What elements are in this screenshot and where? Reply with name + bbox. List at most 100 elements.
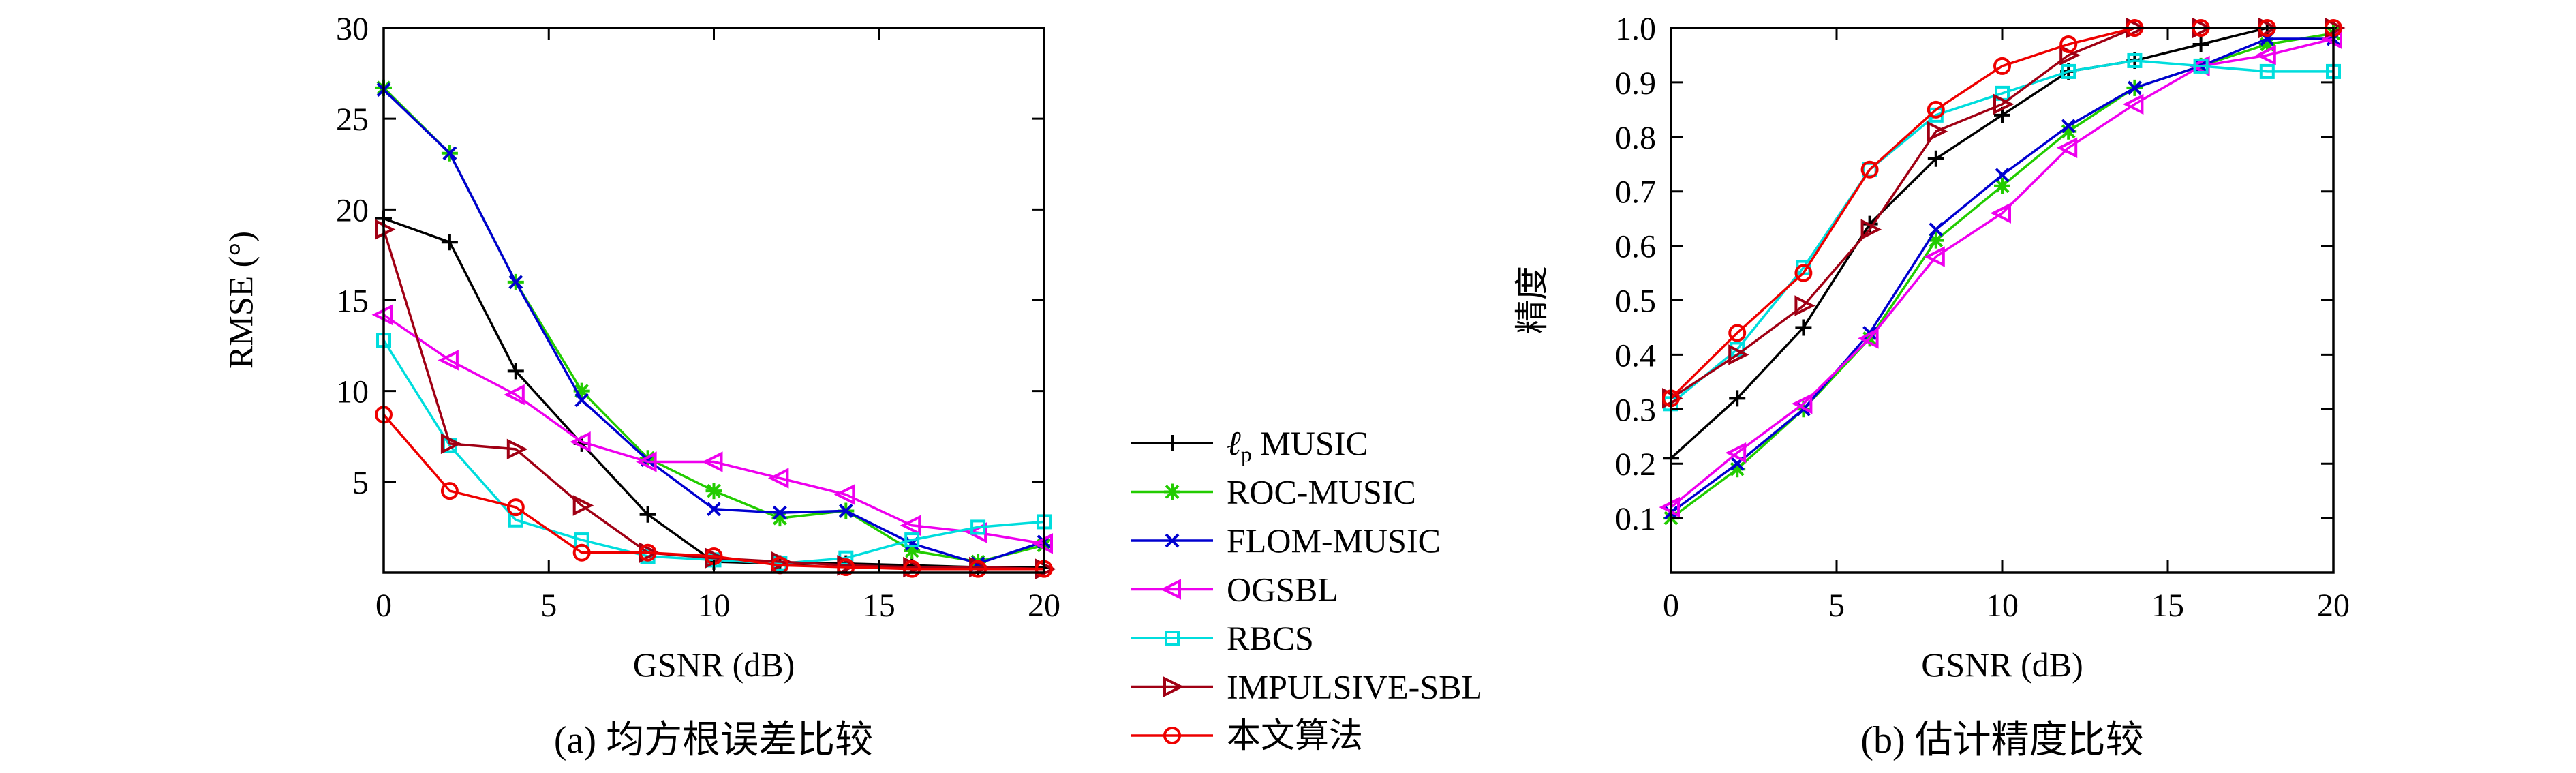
figure-caption: (b) 估计精度比较 (1860, 719, 2143, 761)
data-point-lp_music-8 (2192, 35, 2209, 52)
data-point-roc_music-8 (904, 543, 921, 560)
x-tick-label: 10 (698, 588, 731, 624)
data-point-impulsive_sbl-2 (506, 438, 528, 460)
y-tick-label: 30 (336, 11, 369, 47)
x-tick-label: 15 (2151, 588, 2184, 624)
data-point-roc_music-5 (1994, 177, 2010, 194)
data-point-rbcs-6 (2061, 63, 2076, 79)
data-point-flom_music-6 (772, 505, 787, 520)
data-point-flom_music-3 (574, 393, 589, 408)
data-point-roc_music-6 (771, 510, 788, 527)
y-tick-label: 10 (336, 374, 369, 410)
series-line-ogsbl (383, 314, 1045, 545)
data-point-ogsbl-1 (1725, 442, 1747, 464)
x-axis-label: GSNR (dB) (1921, 646, 2083, 684)
x-tick-label: 20 (1028, 588, 1060, 624)
data-point-roc_music-1 (1729, 461, 1746, 478)
data-point-proposed-6 (2059, 35, 2078, 53)
y-tick-label: 25 (336, 102, 369, 138)
x-tick-label: 0 (1663, 588, 1679, 624)
series-line-rbcs (1670, 59, 2333, 405)
y-tick-label: 5 (352, 465, 369, 501)
series-line-ogsbl (1670, 37, 2334, 509)
data-point-ogsbl-2 (1791, 393, 1813, 414)
data-point-ogsbl-7 (833, 484, 855, 505)
data-point-proposed-2 (1794, 264, 1813, 282)
legend: ℓp MUSIC ROC-MUSIC FLOM-MUSIC OGSBL RBCS IMPU… (1131, 424, 1482, 755)
y-tick-label: 0.7 (1615, 175, 1656, 211)
data-point-rbcs-9 (2259, 63, 2275, 79)
legend-marker-impulsive_sbl (1163, 676, 1184, 697)
data-point-rbcs-7 (2127, 52, 2143, 68)
data-point-flom_music-4 (1929, 222, 1944, 237)
data-point-rbcs-9 (970, 519, 986, 535)
data-point-impulsive_sbl-3 (572, 495, 594, 516)
data-point-flom_music-7 (838, 504, 853, 518)
data-point-ogsbl-4 (1924, 246, 1945, 267)
x-tick-label: 5 (1828, 588, 1845, 624)
y-axis-label: RMSE (°) (221, 231, 260, 369)
data-point-impulsive_sbl-2 (1794, 295, 1815, 316)
data-point-ogsbl-1 (438, 350, 459, 371)
data-point-lp_music-2 (1795, 319, 1812, 336)
x-axis-label: GSNR (dB) (633, 646, 795, 684)
legend-marker-flom_music (1165, 533, 1180, 548)
y-tick-label: 0.5 (1615, 284, 1656, 320)
y-tick-label: 0.3 (1615, 392, 1656, 428)
data-point-ogsbl-3 (1858, 328, 1879, 349)
data-point-flom_music-5 (707, 502, 721, 517)
legend-marker-roc_music (1164, 483, 1180, 500)
data-point-rbcs-8 (2193, 58, 2209, 74)
data-point-ogsbl-2 (504, 384, 525, 406)
x-tick-label: 5 (540, 588, 557, 624)
y-tick-label: 0.8 (1615, 120, 1656, 156)
legend-ell-symbol: ℓ (1227, 424, 1241, 462)
data-point-proposed-1 (440, 482, 459, 500)
legend-label-flom-music: FLOM-MUSIC (1227, 521, 1441, 560)
data-point-proposed-7 (837, 558, 855, 577)
legend-marker-ogsbl (1160, 579, 1181, 600)
data-point-roc_music-6 (2060, 123, 2077, 140)
data-point-flom_music-2 (508, 275, 523, 290)
data-point-ogsbl-7 (2122, 93, 2144, 115)
chart-rmse: 0 5 10 15 20 5 10 15 20 25 30 GSNR (dB) RMSE (°) (a) … (221, 11, 1060, 761)
data-point-flom_music-5 (1995, 168, 2010, 183)
y-axis-label: 精度 (1513, 266, 1551, 334)
data-point-flom_music-6 (2061, 119, 2076, 134)
data-point-proposed-8 (903, 560, 921, 578)
data-point-ogsbl-8 (900, 515, 921, 536)
data-point-lp_music-2 (507, 363, 524, 380)
legend-marker-lp_music (1164, 435, 1180, 451)
legend-music-text: MUSIC (1252, 424, 1368, 462)
data-point-proposed-3 (1860, 160, 1879, 179)
x-tick-label: 20 (2317, 588, 2350, 624)
y-tick-label: 0.6 (1615, 229, 1656, 265)
legend-marker-proposed (1163, 727, 1181, 744)
y-tick-label: 15 (336, 284, 369, 320)
legend-label-proposed: 本文算法 (1227, 716, 1363, 755)
data-point-roc_music-9 (2258, 35, 2275, 52)
data-point-ogsbl-5 (1990, 202, 2011, 224)
series-line-proposed (382, 414, 1044, 571)
data-point-ogsbl-5 (702, 451, 723, 472)
legend-label-roc-music: ROC-MUSIC (1227, 473, 1416, 511)
data-point-flom_music-7 (2127, 80, 2142, 95)
y-tick-label: 0.9 (1615, 65, 1656, 102)
figure-caption: (a) 均方根误差比较 (554, 719, 873, 761)
data-point-proposed-2 (506, 498, 525, 517)
x-tick-label: 10 (1986, 588, 2019, 624)
data-point-proposed-1 (1728, 324, 1747, 342)
data-point-ogsbl-9 (2255, 44, 2276, 66)
data-point-lp_music-1 (441, 234, 458, 251)
legend-label-ogsbl: OGSBL (1227, 571, 1338, 609)
data-point-roc_music-5 (705, 483, 722, 500)
data-point-ogsbl-6 (767, 468, 789, 489)
chart-accuracy: 0 5 10 15 20 0.1 0.2 0.3 0.4 0.5 0.6 0.7 0.8 0.9 1.0 GS… (1513, 11, 2350, 761)
data-point-proposed-4 (1927, 100, 1945, 119)
y-tick-label: 0.4 (1615, 337, 1656, 374)
data-point-flom_music-1 (442, 146, 457, 161)
series-line-impulsive_sbl (382, 229, 1045, 571)
data-point-lp_music-4 (639, 506, 656, 523)
data-point-proposed-9 (969, 560, 987, 578)
